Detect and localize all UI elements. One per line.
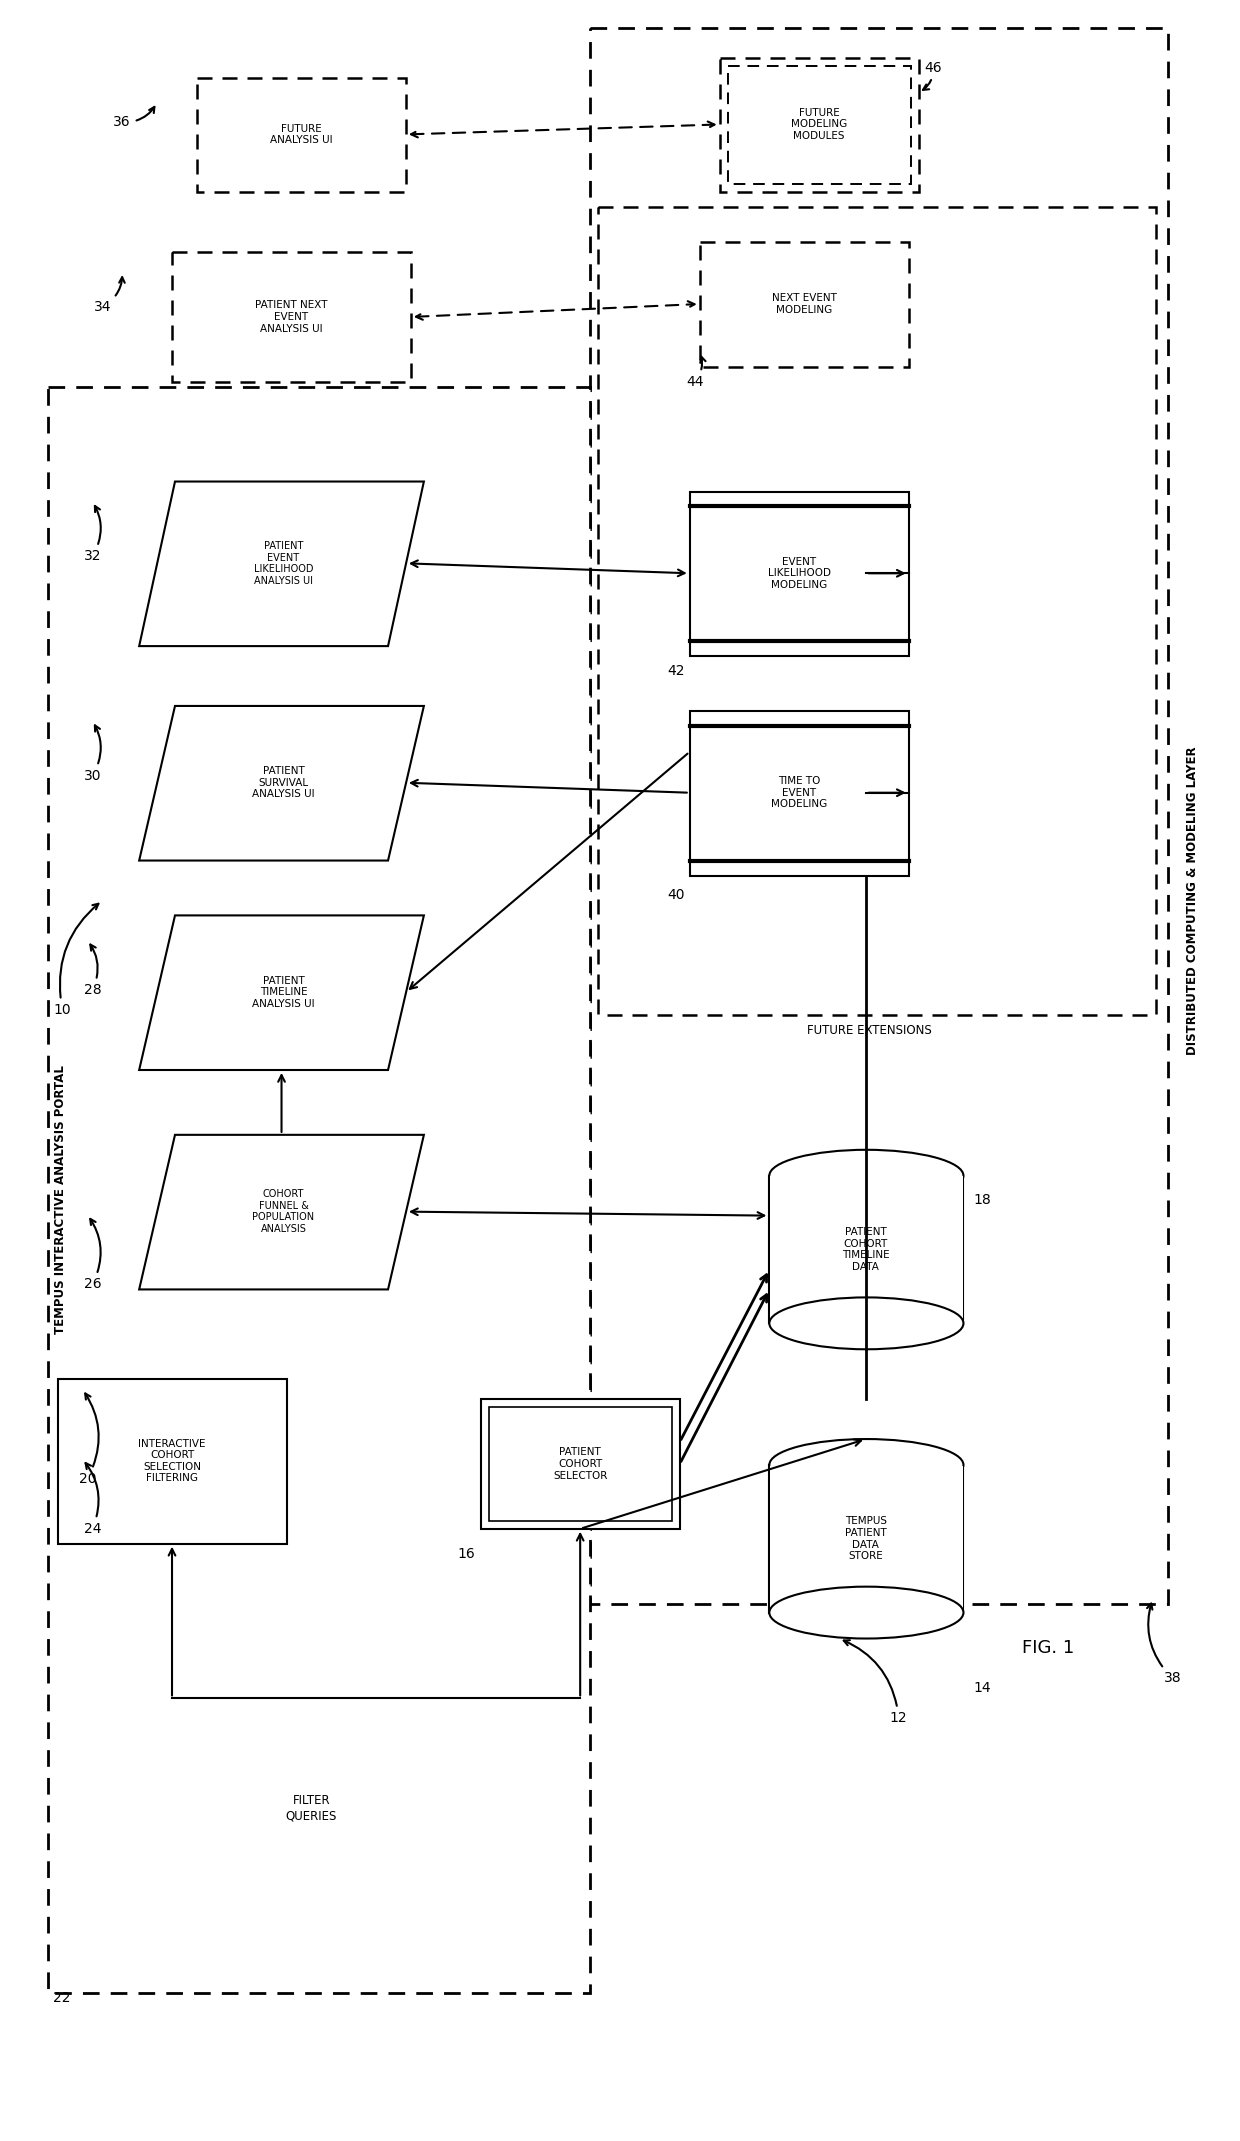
Text: 44: 44 <box>686 358 706 390</box>
Text: 34: 34 <box>93 276 125 315</box>
Text: 24: 24 <box>83 1462 102 1535</box>
Bar <box>197 77 405 193</box>
Text: 30: 30 <box>83 726 102 784</box>
Polygon shape <box>139 707 424 861</box>
Polygon shape <box>139 1135 424 1289</box>
Text: 32: 32 <box>83 505 102 563</box>
Text: 28: 28 <box>83 944 102 998</box>
Ellipse shape <box>769 1297 963 1349</box>
Text: FUTURE
ANALYSIS UI: FUTURE ANALYSIS UI <box>270 124 332 146</box>
Text: 10: 10 <box>53 904 98 1017</box>
Text: 26: 26 <box>83 1218 102 1291</box>
Text: PATIENT
COHORT
SELECTOR: PATIENT COHORT SELECTOR <box>553 1447 608 1482</box>
Bar <box>769 1464 963 1612</box>
Text: NEXT EVENT
MODELING: NEXT EVENT MODELING <box>771 293 837 315</box>
Text: 22: 22 <box>52 1991 69 2004</box>
Bar <box>489 1407 672 1520</box>
Polygon shape <box>139 916 424 1070</box>
Text: TEMPUS INTERACTIVE ANALYSIS PORTAL: TEMPUS INTERACTIVE ANALYSIS PORTAL <box>55 1066 67 1334</box>
Text: PATIENT
TIMELINE
ANALYSIS UI: PATIENT TIMELINE ANALYSIS UI <box>252 976 315 1008</box>
Text: FUTURE
MODELING
MODULES: FUTURE MODELING MODULES <box>791 107 847 141</box>
Text: PATIENT NEXT
EVENT
ANALYSIS UI: PATIENT NEXT EVENT ANALYSIS UI <box>255 300 327 334</box>
Text: 12: 12 <box>843 1640 908 1726</box>
Text: 40: 40 <box>667 889 684 904</box>
Text: PATIENT
SURVIVAL
ANALYSIS UI: PATIENT SURVIVAL ANALYSIS UI <box>252 766 315 799</box>
Text: FILTER
QUERIES: FILTER QUERIES <box>285 1794 337 1822</box>
Bar <box>719 58 919 193</box>
Bar <box>769 1175 963 1323</box>
Bar <box>770 1175 962 1323</box>
Text: 14: 14 <box>973 1681 991 1696</box>
Text: 42: 42 <box>667 664 684 679</box>
Bar <box>57 1379 286 1544</box>
Text: COHORT
FUNNEL &
POPULATION
ANALYSIS: COHORT FUNNEL & POPULATION ANALYSIS <box>253 1188 315 1233</box>
Bar <box>172 253 410 381</box>
Text: INTERACTIVE
COHORT
SELECTION
FILTERING: INTERACTIVE COHORT SELECTION FILTERING <box>139 1439 206 1484</box>
Ellipse shape <box>769 1439 963 1490</box>
Bar <box>699 242 909 366</box>
Bar <box>689 711 909 876</box>
Bar <box>689 492 909 655</box>
Bar <box>590 28 1168 1604</box>
Text: TEMPUS
PATIENT
DATA
STORE: TEMPUS PATIENT DATA STORE <box>844 1516 887 1561</box>
Text: 38: 38 <box>1147 1604 1182 1685</box>
Text: 46: 46 <box>923 60 942 90</box>
Ellipse shape <box>769 1150 963 1201</box>
Bar <box>728 66 910 184</box>
Bar <box>481 1400 680 1529</box>
Bar <box>598 208 1156 1015</box>
Text: 16: 16 <box>458 1546 476 1561</box>
Text: 20: 20 <box>78 1394 99 1486</box>
Text: FUTURE EXTENSIONS: FUTURE EXTENSIONS <box>806 1023 931 1036</box>
Text: 36: 36 <box>113 107 155 128</box>
Text: PATIENT
EVENT
LIKELIHOOD
ANALYSIS UI: PATIENT EVENT LIKELIHOOD ANALYSIS UI <box>254 542 314 587</box>
Text: EVENT
LIKELIHOOD
MODELING: EVENT LIKELIHOOD MODELING <box>768 557 831 591</box>
Text: 18: 18 <box>973 1193 991 1208</box>
Polygon shape <box>139 482 424 647</box>
Bar <box>770 1467 962 1612</box>
Text: PATIENT
COHORT
TIMELINE
DATA: PATIENT COHORT TIMELINE DATA <box>842 1227 890 1272</box>
Text: DISTRIBUTED COMPUTING & MODELING LAYER: DISTRIBUTED COMPUTING & MODELING LAYER <box>1185 745 1199 1056</box>
Ellipse shape <box>769 1586 963 1638</box>
Text: FIG. 1: FIG. 1 <box>1022 1640 1074 1657</box>
Text: TIME TO
EVENT
MODELING: TIME TO EVENT MODELING <box>771 777 827 809</box>
Bar <box>47 388 590 1993</box>
